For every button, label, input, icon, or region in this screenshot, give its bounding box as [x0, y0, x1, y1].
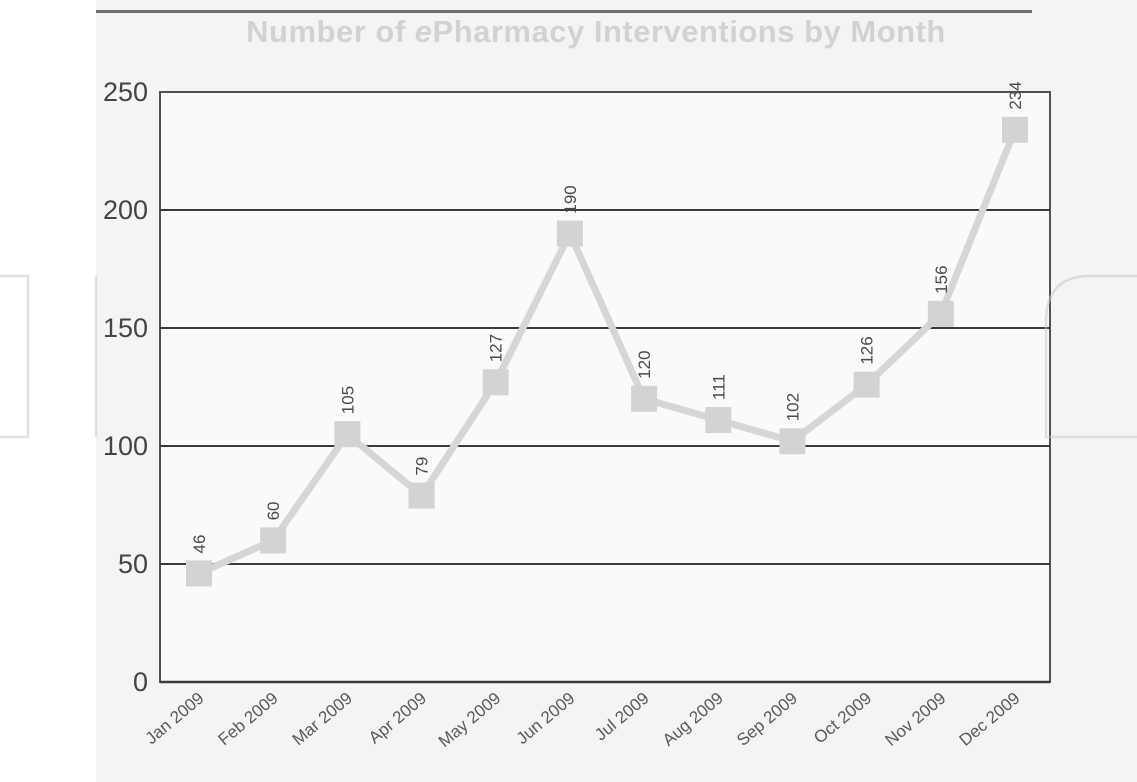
- data-label: 60: [264, 501, 283, 520]
- x-tick-label: May 2009: [435, 689, 504, 752]
- y-tick-label: 250: [103, 77, 148, 107]
- data-marker: [260, 527, 287, 554]
- data-marker: [334, 421, 361, 448]
- x-axis-ticks: Jan 2009 Feb 2009 Mar 2009 Apr 2009 May 2009…: [142, 689, 1024, 752]
- y-tick-label: 150: [103, 313, 148, 343]
- x-tick-label: Nov 2009: [881, 689, 949, 750]
- data-label: 111: [709, 374, 728, 400]
- data-label: 79: [413, 457, 432, 476]
- data-label: 190: [561, 185, 580, 213]
- y-tick-label: 100: [103, 431, 148, 461]
- data-marker: [705, 407, 732, 434]
- data-marker: [927, 300, 954, 327]
- x-tick-label: Jan 2009: [142, 689, 208, 749]
- x-tick-label: Oct 2009: [810, 689, 875, 748]
- x-tick-label: Sep 2009: [733, 689, 801, 750]
- data-marker: [1002, 116, 1028, 143]
- data-label: 102: [783, 393, 802, 421]
- y-tick-label: 50: [118, 549, 148, 579]
- chart-title-part-3: Pharmacy Interventions by Month: [432, 14, 946, 49]
- data-label: 127: [487, 334, 506, 362]
- chart-title: Number of ePharmacy Interventions by Mon…: [96, 14, 1096, 50]
- data-marker: [853, 371, 880, 398]
- data-label: 46: [190, 535, 209, 554]
- x-tick-label: Mar 2009: [289, 689, 356, 750]
- x-tick-label: Aug 2009: [659, 689, 727, 750]
- x-tick-label: Jul 2009: [591, 689, 652, 745]
- grid-layer: [159, 91, 1051, 684]
- data-label: 126: [858, 336, 877, 364]
- data-label: 120: [635, 350, 654, 378]
- x-tick-label: Apr 2009: [365, 689, 430, 748]
- data-marker: [631, 385, 658, 412]
- data-label: 105: [338, 386, 357, 414]
- x-tick-label: Jun 2009: [513, 689, 579, 749]
- data-label: 156: [932, 265, 951, 293]
- y-tick-label: 200: [103, 195, 148, 225]
- data-label-layer: 46 60 105 79 127 190 120 111 102 126 156 234: [190, 81, 1025, 553]
- plot-area: [159, 91, 1051, 683]
- data-marker: [556, 220, 583, 247]
- data-marker: [779, 428, 806, 455]
- top-rule: [96, 10, 1032, 13]
- chart-title-part-2: e: [414, 14, 433, 49]
- marker-layer: [186, 116, 1028, 587]
- chart-title-part-1: Number of: [246, 14, 415, 49]
- y-tick-label: 0: [133, 667, 148, 697]
- data-marker: [186, 560, 212, 587]
- x-tick-label: Feb 2009: [215, 689, 282, 750]
- data-label: 234: [1006, 81, 1025, 109]
- y-axis-ticks: 0 50 100 150 200 250: [103, 77, 148, 697]
- x-tick-label: Dec 2009: [956, 689, 1024, 750]
- data-marker: [482, 369, 509, 396]
- data-marker: [408, 482, 435, 509]
